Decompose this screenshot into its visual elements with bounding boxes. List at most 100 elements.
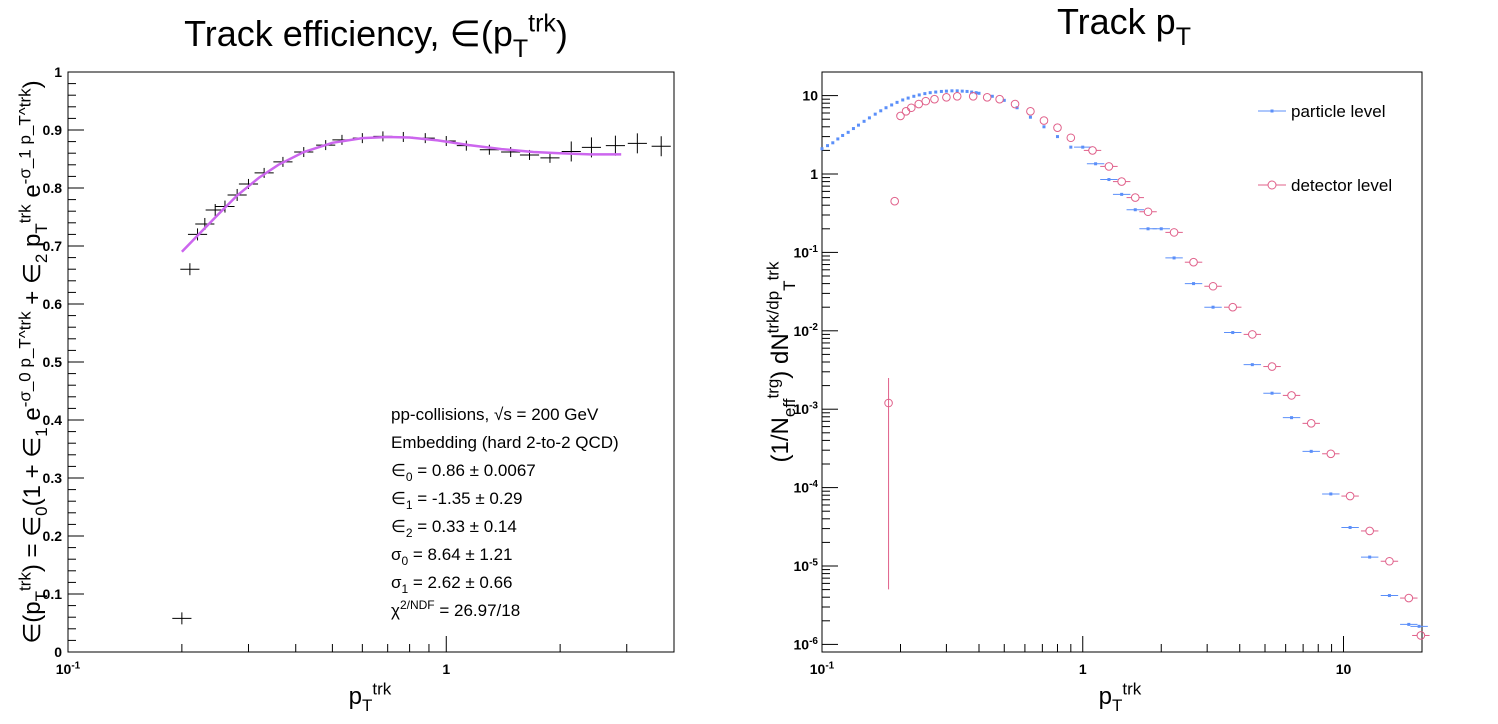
particle-point bbox=[939, 89, 943, 93]
y-tick-label: 0.5 bbox=[43, 354, 63, 370]
y-axis: 10-6 10-5 10-4 10-3 10-2 10-1 1 10 bbox=[794, 71, 838, 652]
particle-point bbox=[846, 130, 850, 134]
y-tick-label: 1 bbox=[810, 166, 818, 182]
marker bbox=[1345, 491, 1355, 501]
data-point bbox=[561, 141, 581, 162]
spectrum-points bbox=[820, 89, 1430, 640]
y-axis: 0 0.1 0.2 0.3 0.4 0.5 0.6 0.7 0.8 0.9 1 bbox=[43, 64, 84, 660]
marker bbox=[901, 107, 911, 116]
plot-frame bbox=[67, 71, 675, 653]
particle-point bbox=[1165, 256, 1183, 260]
marker bbox=[955, 89, 959, 93]
particle-point bbox=[1002, 98, 1006, 102]
marker bbox=[1026, 107, 1035, 116]
particle-point bbox=[934, 90, 938, 94]
detector-point bbox=[1263, 362, 1281, 371]
marker bbox=[1208, 281, 1218, 291]
x-axis-label: pTtrk bbox=[349, 679, 392, 715]
y-tick-label: 0.7 bbox=[43, 238, 63, 254]
marker bbox=[1081, 145, 1085, 149]
marker bbox=[884, 106, 888, 110]
detector-point bbox=[1139, 207, 1157, 217]
particle-point bbox=[955, 89, 959, 93]
marker bbox=[867, 116, 871, 120]
particle-point bbox=[990, 94, 994, 98]
detector-point bbox=[1165, 228, 1183, 237]
marker bbox=[890, 196, 899, 206]
annotation-line: χ2/NDF = 26.97/18 bbox=[391, 598, 520, 620]
data-point bbox=[651, 136, 671, 157]
particle-point bbox=[974, 91, 978, 95]
marker bbox=[1104, 162, 1114, 171]
particle-point bbox=[1263, 391, 1281, 395]
fit-line bbox=[180, 135, 622, 253]
marker bbox=[1270, 391, 1274, 395]
marker bbox=[1407, 622, 1411, 626]
y-tick-label: 10-2 bbox=[794, 322, 819, 339]
particle-point bbox=[1126, 208, 1144, 212]
annotation-line: ∈0 = 0.86 ± 0.0067 bbox=[391, 461, 536, 484]
marker bbox=[1231, 331, 1235, 335]
detector-point bbox=[1083, 146, 1102, 155]
y-axis-label: (1/Nefftrg) dNtrk/dpTtrk bbox=[763, 261, 799, 462]
particle-point bbox=[1069, 145, 1073, 149]
chart-title: Track efficiency, ∈(pTtrk) bbox=[184, 10, 568, 63]
particle-point bbox=[950, 89, 954, 93]
y-tick-label: 10 bbox=[802, 88, 818, 104]
detector-point bbox=[1360, 526, 1379, 536]
marker bbox=[928, 91, 932, 95]
fit-annotation: pp-collisions, √s = 200 GeV Embedding (ha… bbox=[391, 405, 619, 620]
detector-point bbox=[1302, 419, 1320, 428]
marker bbox=[912, 94, 916, 98]
marker bbox=[1404, 593, 1414, 603]
marker bbox=[1130, 193, 1140, 202]
marker bbox=[1348, 525, 1352, 529]
legend: particle level detector level bbox=[1258, 102, 1392, 195]
detector-point bbox=[968, 91, 978, 101]
marker bbox=[914, 99, 924, 109]
particle-point bbox=[912, 94, 916, 98]
x-tick-label: 1 bbox=[442, 661, 450, 677]
marker bbox=[1066, 133, 1076, 143]
marker bbox=[990, 94, 994, 98]
detector-point bbox=[1322, 449, 1340, 459]
marker bbox=[1329, 492, 1333, 496]
particle-point bbox=[895, 100, 899, 104]
marker bbox=[1039, 116, 1049, 125]
y-tick-label: 0.2 bbox=[43, 528, 63, 544]
detector-point bbox=[1204, 281, 1222, 291]
detector-point bbox=[884, 378, 893, 590]
particle-point bbox=[836, 137, 840, 141]
marker bbox=[1306, 419, 1316, 428]
detector-point bbox=[952, 91, 962, 101]
marker bbox=[1069, 145, 1073, 149]
marker bbox=[1107, 178, 1111, 182]
annotation-line: σ0 = 8.64 ± 1.21 bbox=[391, 545, 513, 568]
y-tick-label: 10-5 bbox=[794, 557, 819, 574]
x-tick-label: 10-1 bbox=[810, 660, 835, 677]
marker bbox=[1267, 362, 1277, 371]
marker bbox=[906, 96, 910, 100]
marker bbox=[1326, 449, 1336, 459]
particle-point bbox=[1074, 145, 1092, 149]
x-tick-label: 1 bbox=[1079, 661, 1087, 677]
marker bbox=[906, 103, 916, 113]
marker bbox=[917, 93, 921, 97]
particle-point bbox=[1360, 555, 1379, 559]
marker bbox=[939, 89, 943, 93]
marker bbox=[1094, 162, 1098, 166]
marker bbox=[1365, 526, 1374, 536]
y-tick-label: 0.1 bbox=[43, 586, 63, 602]
marker bbox=[1042, 125, 1046, 129]
particle-point bbox=[977, 91, 981, 95]
detector-point bbox=[921, 96, 931, 106]
detector-point bbox=[1053, 123, 1062, 132]
particle-point bbox=[884, 106, 888, 110]
y-tick-label: 10-1 bbox=[794, 244, 819, 261]
marker bbox=[846, 130, 850, 134]
fit-curve bbox=[180, 135, 622, 253]
particle-point bbox=[1400, 622, 1418, 626]
particle-point bbox=[1380, 594, 1399, 598]
detector-point bbox=[1224, 302, 1242, 312]
